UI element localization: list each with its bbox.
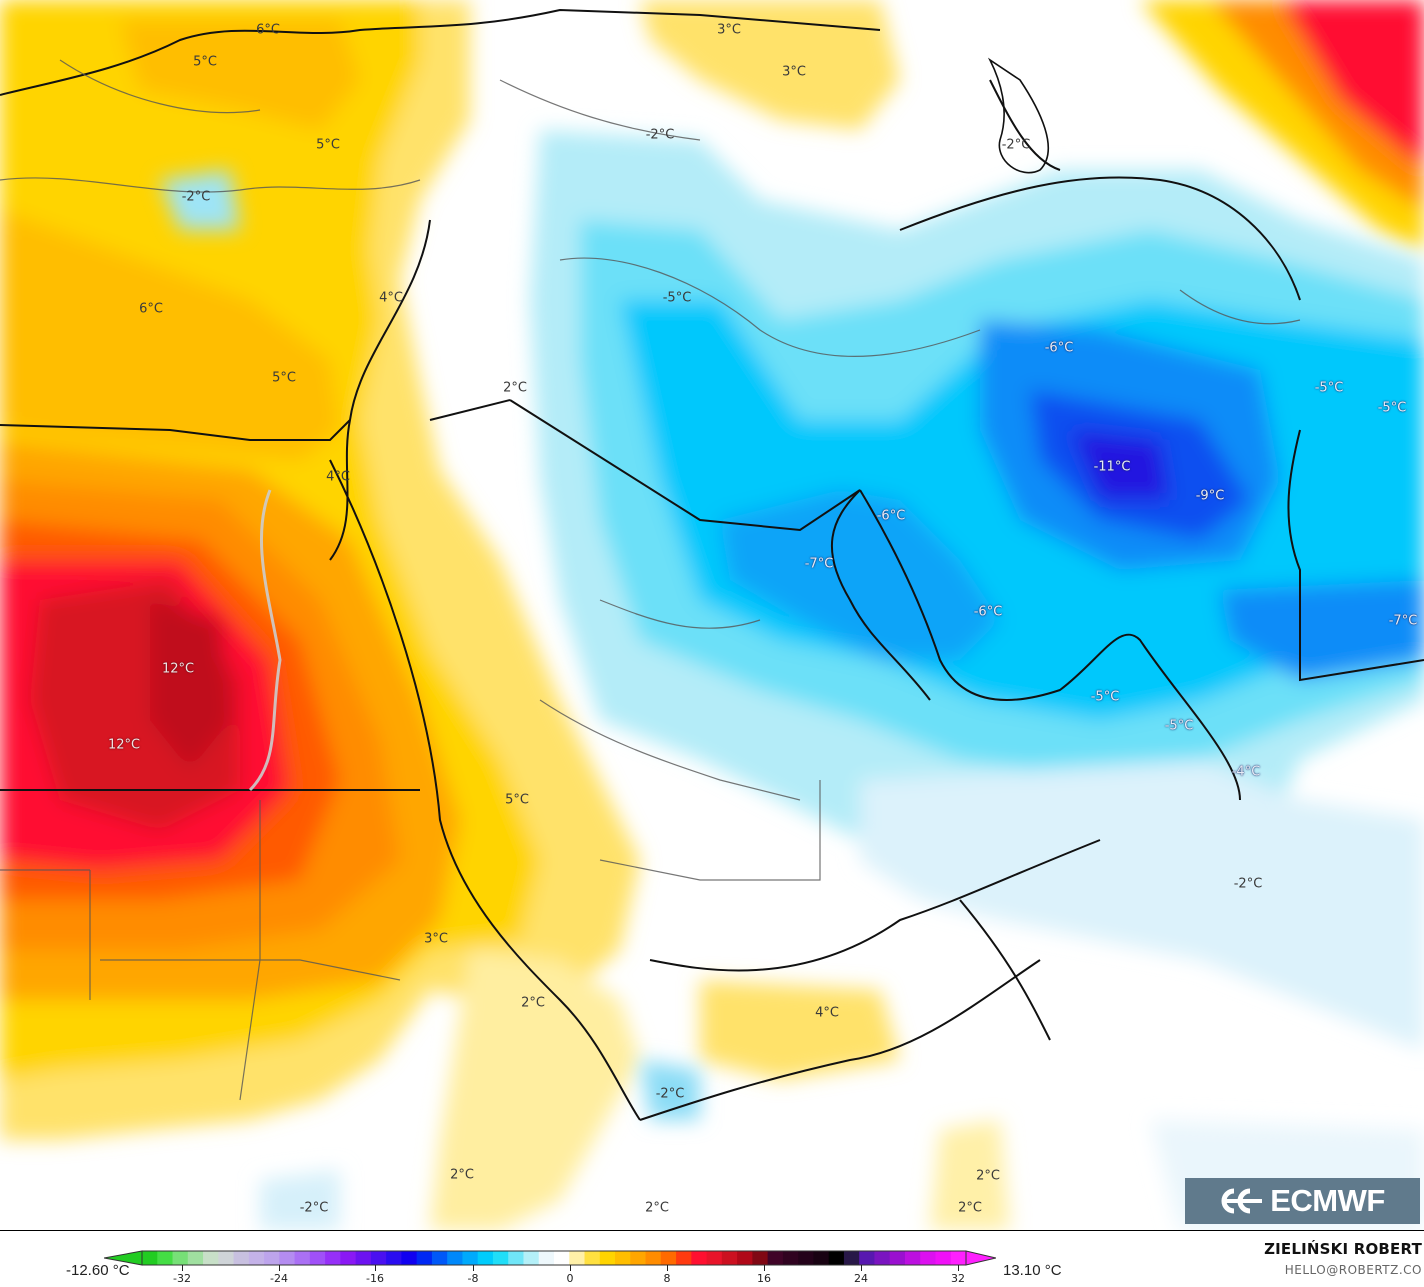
temperature-map: 6°C 5°C 5°C -2°C 6°C 5°C 4°C 4°C 3°C 3°C -2°C -2°C -… [0, 0, 1424, 1231]
colorbar-tick-label: 0 [566, 1272, 574, 1285]
temperature-label: -5°C [1377, 400, 1407, 416]
temperature-label: -2°C [299, 1200, 329, 1216]
temperature-label: 3°C [424, 931, 448, 947]
temperature-label: 2°C [958, 1200, 982, 1216]
temperature-label: 4°C [379, 290, 403, 306]
colorbar-tick-label: -16 [366, 1272, 384, 1285]
temperature-label: -4°C [1231, 764, 1261, 780]
temperature-label: -7°C [1388, 613, 1418, 629]
colorbar-tick-mark [182, 1265, 183, 1271]
ecmwf-logo: ECMWF [1185, 1178, 1420, 1224]
temperature-label: -2°C [1001, 137, 1031, 153]
temperature-label: 4°C [815, 1005, 839, 1021]
colorbar-tick-label: -8 [467, 1272, 479, 1285]
colorbar-tick-label: 8 [663, 1272, 671, 1285]
ecmwf-logo-icon [1221, 1188, 1263, 1214]
temperature-label: 2°C [450, 1167, 474, 1183]
colorbar-tick-label: 24 [854, 1272, 868, 1285]
temperature-label: 5°C [316, 137, 340, 153]
temperature-label: 3°C [717, 22, 741, 38]
temperature-label: 2°C [521, 995, 545, 1011]
temperature-label: 2°C [503, 380, 527, 396]
colorbar-tick-label: -32 [173, 1272, 191, 1285]
author-name: ZIELIŃSKI ROBERT [1264, 1240, 1422, 1258]
temperature-label: 3°C [782, 64, 806, 80]
temperature-label: 6°C [139, 301, 163, 317]
temperature-label: 5°C [272, 370, 296, 386]
colorbar-tick-mark [764, 1265, 765, 1271]
temperature-label: -6°C [973, 604, 1003, 620]
min-value-label: -12.60 °C [66, 1262, 130, 1279]
author-contact: HELLO@ROBERTZ.CO [1284, 1263, 1422, 1277]
temperature-label: 6°C [256, 22, 280, 38]
colorbar-tick-mark [861, 1265, 862, 1271]
temperature-label: 2°C [645, 1200, 669, 1216]
temperature-label: -9°C [1195, 488, 1225, 504]
temperature-label: -2°C [645, 127, 675, 143]
temperature-label: 4°C [326, 469, 350, 485]
colorbar-tick-mark [667, 1265, 668, 1271]
temperature-label: -5°C [1164, 718, 1194, 734]
temperature-label: -2°C [1233, 876, 1263, 892]
colorbar-tick-label: 32 [951, 1272, 965, 1285]
colorbar-tick-label: 16 [757, 1272, 771, 1285]
temperature-label: 5°C [505, 792, 529, 808]
temperature-label: -6°C [1044, 340, 1074, 356]
temperature-label: -5°C [1314, 380, 1344, 396]
ecmwf-logo-text: ECMWF [1270, 1183, 1385, 1218]
temperature-label: 12°C [107, 737, 141, 753]
colorbar-tick-mark [473, 1265, 474, 1271]
temperature-label: 12°C [161, 661, 195, 677]
max-value-label: 13.10 °C [1003, 1262, 1062, 1279]
temperature-label: 2°C [976, 1168, 1000, 1184]
temperature-label: -5°C [1090, 689, 1120, 705]
temperature-label: -7°C [804, 556, 834, 572]
temperature-label: -2°C [655, 1086, 685, 1102]
temperature-label: -11°C [1093, 459, 1131, 475]
temperature-label: -5°C [662, 290, 692, 306]
temperature-label: -2°C [181, 189, 211, 205]
colorbar-tick-label: -24 [270, 1272, 288, 1285]
colorbar [104, 1250, 996, 1266]
colorbar-tick-mark [279, 1265, 280, 1271]
colorbar-tick-mark [958, 1265, 959, 1271]
temperature-field [0, 0, 1424, 1230]
temperature-label: 5°C [193, 54, 217, 70]
colorbar-tick-mark [570, 1265, 571, 1271]
colorbar-tick-mark [375, 1265, 376, 1271]
temperature-label: -6°C [876, 508, 906, 524]
